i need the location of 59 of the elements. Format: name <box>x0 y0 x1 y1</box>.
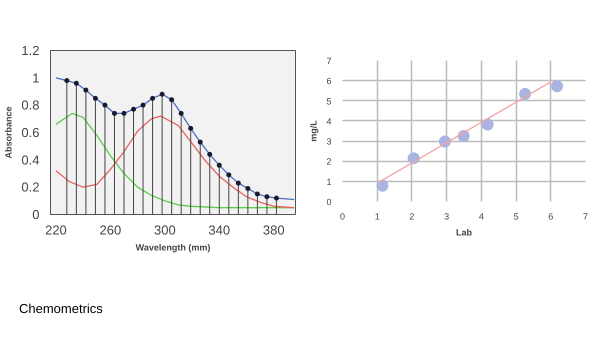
y-tick-label: 1.2 <box>21 43 40 58</box>
point <box>178 110 184 116</box>
point <box>216 162 222 168</box>
point <box>274 196 279 201</box>
point <box>264 194 270 200</box>
point <box>254 192 260 196</box>
point <box>226 172 232 178</box>
y-tick-label: 7 <box>326 56 332 66</box>
point <box>92 96 98 101</box>
x-axis-title: Wavelength (mm) <box>136 242 210 252</box>
y-tick-label: 2 <box>326 156 332 167</box>
point <box>207 152 212 157</box>
point <box>245 186 250 192</box>
x-tick-label: 2 <box>409 212 414 222</box>
x-tick-label: 5 <box>514 212 519 222</box>
text: Chemometrics <box>19 300 103 318</box>
y-tick-label: 1 <box>32 70 40 86</box>
x-tick-label: 380 <box>262 222 285 238</box>
x-tick-label: 300 <box>154 222 176 238</box>
y-tick-label: 0.6 <box>21 125 40 140</box>
line-series <box>55 77 295 200</box>
y-tick-label: 0.8 <box>21 98 40 113</box>
point <box>376 180 388 192</box>
y-axis-title: mg/L <box>308 120 318 142</box>
point <box>482 118 494 131</box>
point <box>112 110 117 116</box>
x-tick-label: 0 <box>340 212 346 222</box>
y-tick-label: 3 <box>326 136 332 147</box>
point <box>74 80 79 86</box>
point <box>102 102 108 108</box>
point <box>64 78 70 84</box>
point <box>131 106 136 112</box>
point <box>160 92 165 97</box>
y-tick-label: 0 <box>326 197 332 207</box>
y-tick-label: 0.4 <box>21 152 40 168</box>
point <box>236 180 241 186</box>
point <box>169 97 174 102</box>
x-tick-label: 1 <box>374 212 380 222</box>
y-tick-label: 6 <box>326 76 332 86</box>
y-tick-label: 4 <box>326 116 332 126</box>
y-tick-label: 1 <box>326 176 332 187</box>
y-tick-label: 5 <box>326 96 332 106</box>
y-tick-label: 0.2 <box>21 180 40 195</box>
point <box>140 102 146 108</box>
x-tick-label: 7 <box>582 212 588 222</box>
point <box>150 96 156 101</box>
point <box>551 80 564 92</box>
x-tick-label: 260 <box>100 222 122 238</box>
point <box>198 140 203 145</box>
point <box>122 110 126 116</box>
x-tick-label: 4 <box>478 212 484 222</box>
x-tick-label: 340 <box>208 222 230 238</box>
y-axis-title: Absorbance <box>3 106 14 159</box>
point <box>188 126 194 131</box>
x-tick-label: 6 <box>548 212 554 222</box>
x-tick-label: 220 <box>45 222 67 238</box>
point <box>83 88 88 93</box>
x-tick-label: 3 <box>444 212 450 222</box>
x-axis-title: Lab <box>456 228 473 238</box>
